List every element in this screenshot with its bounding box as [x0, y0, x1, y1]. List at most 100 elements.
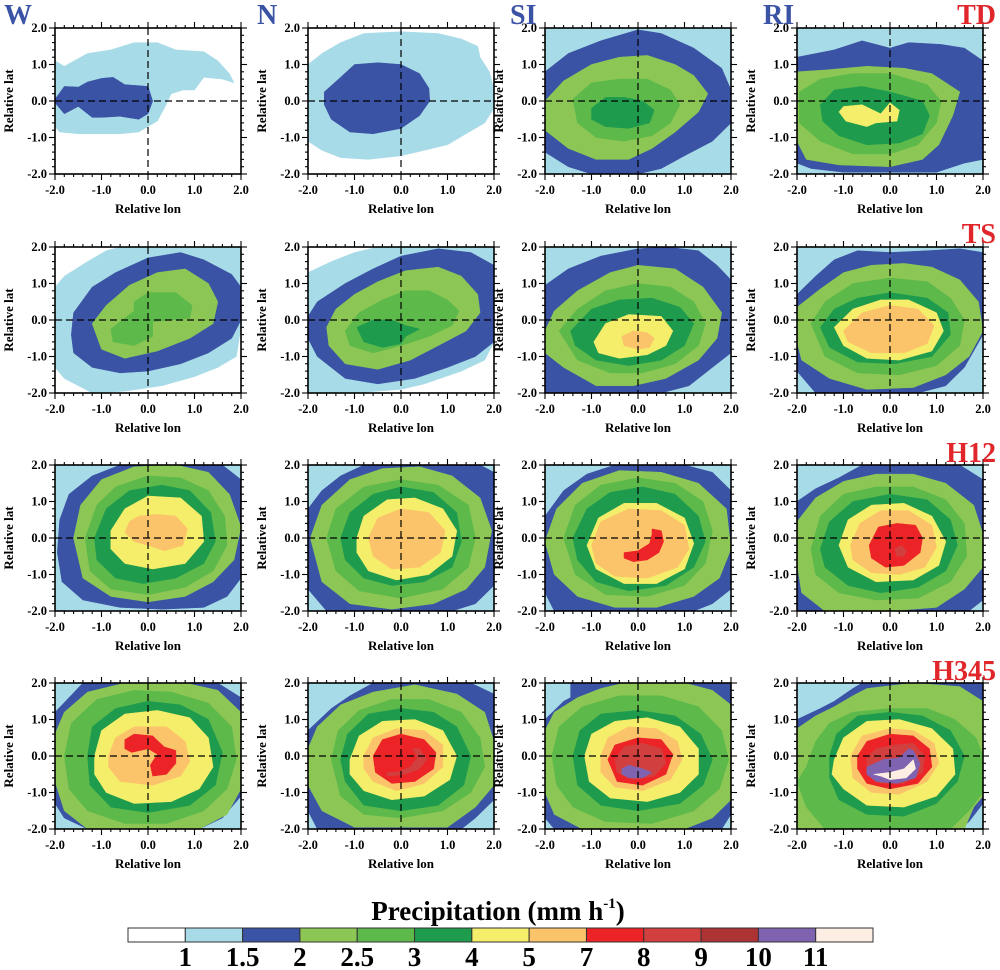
y-tick-label: 1.0	[31, 495, 47, 509]
y-tick-label: 0.0	[773, 749, 789, 763]
y-tick-label: 0.0	[284, 313, 300, 327]
panel-td-ri: -2.0 -1.0 0.0 1.0 2.0 2.0 1.0 0.0 -1.0 -2.0 Relati…	[743, 21, 991, 216]
y-tick-label: 2.0	[521, 21, 537, 35]
x-tick-label: 0.0	[140, 402, 156, 416]
y-tick-label: -2.0	[769, 167, 789, 181]
x-tick-label: 2.0	[723, 838, 739, 852]
contour-level-12	[873, 759, 916, 780]
x-tick-label: 1.0	[929, 402, 945, 416]
colorbar-swatch	[299, 927, 358, 943]
y-tick-label: -1.0	[280, 786, 300, 800]
x-tick-label: -1.0	[345, 838, 365, 852]
x-tick-label: -2.0	[298, 620, 318, 634]
y-tick-label: -2.0	[769, 604, 789, 618]
x-tick-label: -2.0	[45, 620, 65, 634]
x-tick-label: 2.0	[486, 620, 502, 634]
row-title-td: TD	[957, 0, 996, 31]
y-tick-label: 1.0	[284, 58, 300, 72]
x-tick-label: -2.0	[45, 183, 65, 197]
x-tick-label: 1.0	[187, 402, 203, 416]
x-axis-label: Relative lon	[115, 420, 182, 435]
panel-h345-w: -2.0 -1.0 0.0 1.0 2.0 2.0 1.0 0.0 -1.0 -2.0 Relati…	[1, 676, 249, 871]
y-tick-label: -1.0	[517, 786, 537, 800]
y-tick-label: 0.0	[284, 531, 300, 545]
colorbar-level-label: 8	[637, 942, 651, 970]
y-tick-label: 0.0	[773, 94, 789, 108]
colorbar-swatch	[356, 927, 416, 943]
x-tick-label: 1.0	[677, 183, 693, 197]
y-axis-label: Relative lat	[254, 69, 269, 133]
contour-fills	[55, 247, 241, 393]
panel-ts-ri: -2.0 -1.0 0.0 1.0 2.0 2.0 1.0 0.0 -1.0 -2.0 Relati…	[743, 240, 991, 435]
colorbar-level-label: 4	[465, 942, 479, 970]
x-tick-label: 0.0	[630, 838, 646, 852]
y-tick-label: -1.0	[517, 350, 537, 364]
panel-h12-n: -2.0 -1.0 0.0 1.0 2.0 2.0 1.0 0.0 -1.0 -2.0 Relati…	[254, 458, 502, 653]
x-tick-label: 1.0	[677, 402, 693, 416]
panel-h12-w: -2.0 -1.0 0.0 1.0 2.0 2.0 1.0 0.0 -1.0 -2.0 Relati…	[1, 458, 249, 653]
y-axis-label: Relative lat	[743, 288, 758, 352]
contour-level-2	[55, 77, 153, 120]
x-axis-label: Relative lon	[115, 638, 182, 653]
y-tick-label: 1.0	[521, 495, 537, 509]
contour-level-7	[591, 508, 690, 579]
y-tick-label: -2.0	[280, 822, 300, 836]
row-title-ts: TS	[962, 219, 996, 250]
x-tick-label: -1.0	[582, 620, 602, 634]
x-tick-label: 2.0	[233, 620, 249, 634]
x-tick-label: 1.0	[929, 838, 945, 852]
y-axis-label: Relative lat	[743, 69, 758, 133]
x-tick-label: -1.0	[92, 402, 112, 416]
panel-td-w: -2.0 -1.0 0.0 1.0 2.0 2.0 1.0 0.0 -1.0 -2.0 Relati…	[1, 21, 249, 216]
colorbar-swatch	[414, 927, 473, 943]
contour-level-8	[868, 523, 923, 568]
col-title-ri: RI	[763, 0, 794, 31]
x-axis-label: Relative lon	[857, 856, 924, 871]
row-title-h12: H12	[946, 438, 996, 469]
panel-ts-n: -2.0 -1.0 0.0 1.0 2.0 2.0 1.0 0.0 -1.0 -2.0 Relati…	[254, 240, 502, 435]
x-tick-label: 2.0	[723, 620, 739, 634]
x-tick-label: -1.0	[92, 620, 112, 634]
x-tick-label: -2.0	[45, 838, 65, 852]
x-tick-label: 0.0	[630, 620, 646, 634]
y-tick-label: 1.0	[521, 58, 537, 72]
y-tick-label: 0.0	[521, 94, 537, 108]
colorbar-level-label: 11	[803, 942, 829, 970]
y-tick-label: 0.0	[521, 313, 537, 327]
y-tick-label: -2.0	[517, 822, 537, 836]
y-tick-label: 2.0	[773, 676, 789, 690]
x-axis-label: Relative lon	[605, 856, 672, 871]
x-tick-label: 0.0	[630, 402, 646, 416]
x-tick-label: 1.0	[440, 838, 456, 852]
colorbar-level-label: 7	[580, 942, 594, 970]
y-tick-label: 0.0	[31, 94, 47, 108]
y-tick-label: 1.0	[284, 495, 300, 509]
col-title-n: N	[257, 0, 277, 31]
contour-level-8	[124, 733, 177, 777]
y-axis-label: Relative lat	[1, 69, 16, 133]
colorbar-swatch	[242, 927, 301, 943]
y-tick-label: 1.0	[521, 277, 537, 291]
colorbar-level-label: 2.5	[340, 942, 374, 970]
x-tick-label: -2.0	[298, 838, 318, 852]
x-axis-label: Relative lon	[368, 638, 435, 653]
y-tick-label: 2.0	[773, 240, 789, 254]
x-tick-label: 2.0	[233, 183, 249, 197]
y-tick-label: 0.0	[521, 749, 537, 763]
panel-ts-w: -2.0 -1.0 0.0 1.0 2.0 2.0 1.0 0.0 -1.0 -2.0 Relati…	[1, 240, 249, 435]
y-axis-label: Relative lat	[1, 724, 16, 788]
x-tick-label: 2.0	[723, 183, 739, 197]
y-tick-label: 0.0	[31, 749, 47, 763]
panel-grid: -2.0 -1.0 0.0 1.0 2.0 2.0 1.0 0.0 -1.0 -2.0 Relati…	[1, 21, 991, 871]
y-tick-label: -2.0	[517, 167, 537, 181]
x-tick-label: -2.0	[787, 183, 807, 197]
y-axis-label: Relative lat	[254, 288, 269, 352]
x-tick-label: 1.0	[929, 620, 945, 634]
y-tick-label: 2.0	[521, 240, 537, 254]
y-axis-label: Relative lat	[254, 724, 269, 788]
contour-fills	[55, 465, 241, 611]
contour-level-8	[623, 528, 664, 562]
y-tick-label: 0.0	[31, 313, 47, 327]
y-tick-label: -2.0	[280, 167, 300, 181]
